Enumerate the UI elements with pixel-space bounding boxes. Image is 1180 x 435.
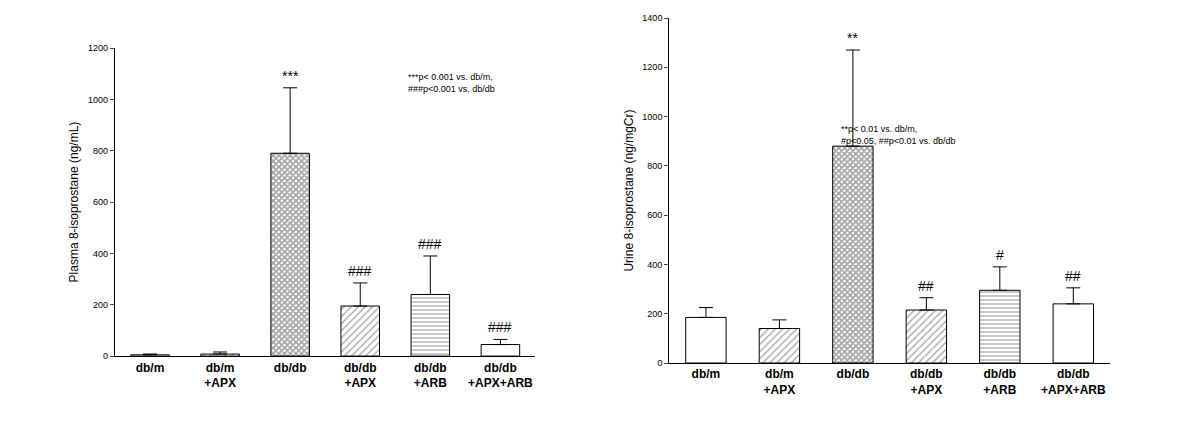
svg-text:***p< 0.001 vs. db/m,###p<0.00: ***p< 0.001 vs. db/m,###p<0.001 vs. db/d… — [408, 72, 495, 94]
svg-text:db/db+ARB: db/db+ARB — [983, 367, 1016, 397]
svg-text:800: 800 — [93, 146, 108, 156]
svg-text:1400: 1400 — [642, 13, 662, 23]
svg-text:**p< 0.01 vs. db/m,#p<0.05, ##: **p< 0.01 vs. db/m,#p<0.05, ##p<0.01 vs.… — [841, 124, 956, 146]
svg-text:db/m+APX: db/m+APX — [764, 367, 796, 397]
svg-text:db/m: db/m — [692, 367, 721, 381]
svg-text:1200: 1200 — [642, 62, 662, 72]
svg-text:db/db+ARB: db/db+ARB — [414, 361, 447, 391]
svg-text:400: 400 — [93, 249, 108, 259]
svg-text:**: ** — [847, 30, 858, 46]
svg-text:0: 0 — [657, 358, 662, 368]
svg-text:###: ### — [418, 236, 442, 252]
svg-text:###: ### — [348, 263, 372, 279]
svg-text:600: 600 — [647, 210, 662, 220]
svg-text:Plasma 8-isoprostane (ng/mL): Plasma 8-isoprostane (ng/mL) — [67, 122, 81, 283]
svg-text:db/m+APX: db/m+APX — [204, 361, 236, 391]
svg-text:db/db+APX: db/db+APX — [344, 361, 377, 391]
svg-text:1200: 1200 — [88, 43, 108, 53]
svg-text:###: ### — [488, 319, 512, 335]
svg-text:db/db+APX+ARB: db/db+APX+ARB — [1041, 367, 1106, 397]
svg-text:db/db: db/db — [837, 367, 870, 381]
svg-text:400: 400 — [647, 260, 662, 270]
svg-text:db/db: db/db — [274, 361, 307, 375]
svg-text:600: 600 — [93, 197, 108, 207]
svg-text:db/m: db/m — [136, 361, 165, 375]
svg-text:200: 200 — [647, 309, 662, 319]
svg-text:#: # — [996, 247, 1004, 263]
svg-text:db/db+APX+ARB: db/db+APX+ARB — [468, 361, 533, 391]
svg-text:##: ## — [918, 278, 934, 294]
svg-text:200: 200 — [93, 300, 108, 310]
svg-text:1000: 1000 — [642, 112, 662, 122]
svg-text:db/db+APX: db/db+APX — [910, 367, 943, 397]
svg-text:Urine 8-isoprostane (ng/mgCr): Urine 8-isoprostane (ng/mgCr) — [622, 109, 636, 271]
svg-text:##: ## — [1065, 268, 1081, 284]
svg-text:0: 0 — [103, 351, 108, 361]
svg-text:800: 800 — [647, 161, 662, 171]
svg-text:***: *** — [282, 68, 299, 84]
svg-text:1000: 1000 — [88, 95, 108, 105]
